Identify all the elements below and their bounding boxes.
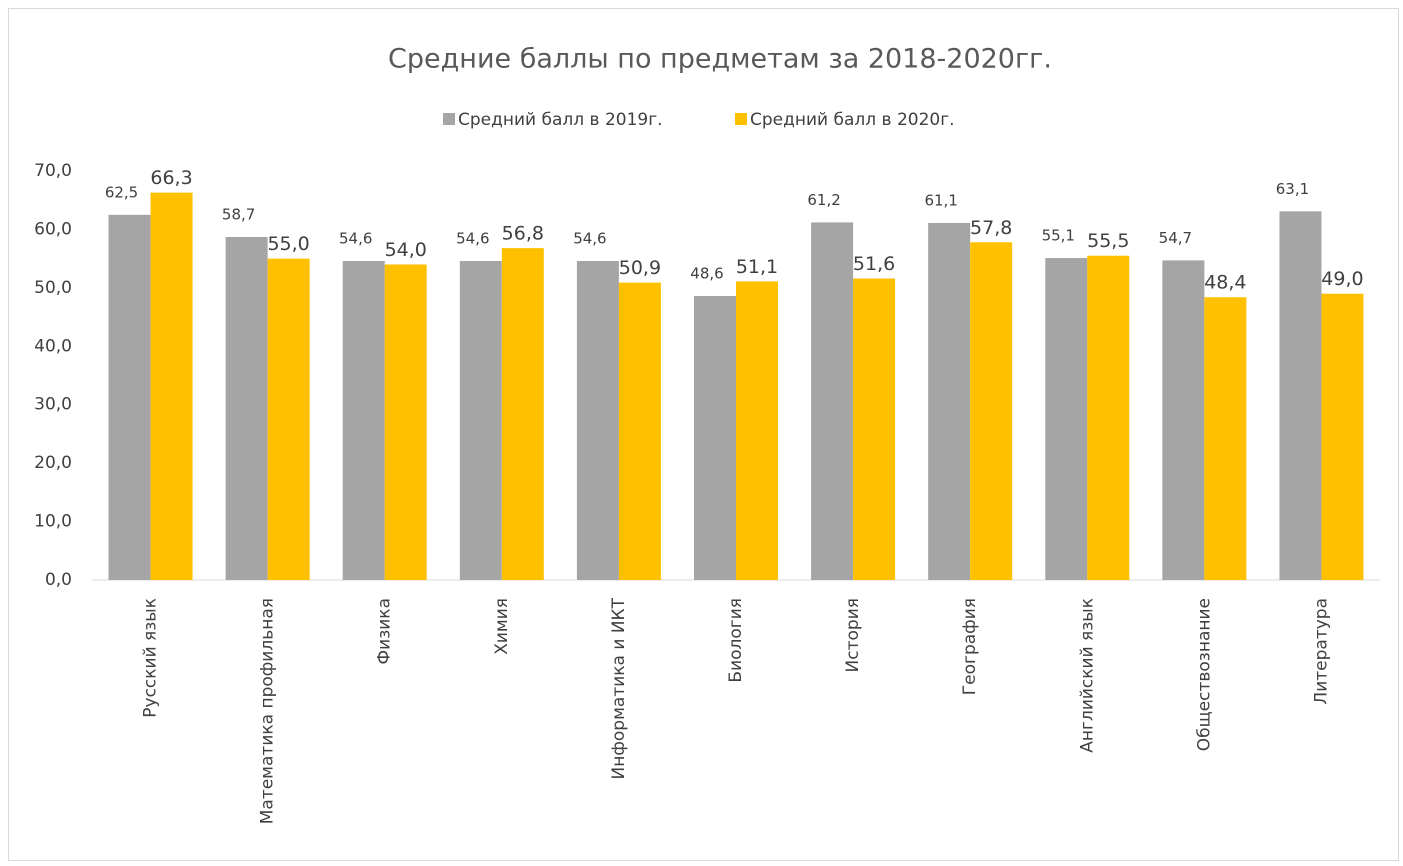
x-tick-label: Информатика и ИКТ: [609, 597, 629, 779]
y-tick-label: 0,0: [45, 570, 72, 590]
y-tick-label: 60,0: [34, 219, 72, 239]
x-tick-label: Биология: [726, 598, 746, 683]
data-label: 48,4: [1204, 272, 1246, 294]
bar: [970, 242, 1013, 581]
data-label: 49,0: [1321, 268, 1363, 290]
bar: [1279, 211, 1322, 580]
y-tick-label: 70,0: [34, 161, 72, 181]
bar: [1204, 297, 1247, 580]
data-label: 51,1: [736, 256, 778, 278]
bar: [694, 296, 736, 580]
y-tick-label: 30,0: [34, 395, 72, 415]
bar: [501, 248, 544, 580]
data-label: 55,0: [267, 233, 309, 255]
data-label: 54,7: [1159, 229, 1192, 247]
x-tick-label: Обществознание: [1194, 598, 1214, 751]
y-tick-label: 10,0: [34, 512, 72, 532]
data-label: 48,6: [690, 265, 723, 283]
x-tick-label: Химия: [492, 598, 512, 655]
bar: [384, 264, 427, 580]
chart-title: Средние баллы по предметам за 2018-2020г…: [388, 44, 1052, 75]
bar: [853, 278, 896, 580]
data-label: 55,5: [1087, 230, 1129, 252]
bar: [576, 260, 619, 580]
data-label: 58,7: [222, 206, 255, 224]
data-label: 51,6: [853, 253, 895, 275]
data-label: 54,0: [385, 239, 427, 261]
y-tick-label: 40,0: [34, 336, 72, 356]
bar: [811, 222, 854, 580]
x-tick-label: География: [960, 598, 980, 695]
data-label: 54,6: [339, 229, 372, 247]
bar: [928, 223, 971, 580]
data-label: 61,2: [807, 191, 840, 209]
data-label: 62,5: [105, 183, 138, 201]
bar: [108, 214, 151, 581]
data-label: 61,1: [924, 192, 957, 210]
x-tick-label: Английский язык: [1077, 598, 1097, 753]
legend-swatch: [443, 113, 455, 125]
bar: [1321, 293, 1364, 580]
bar: [459, 260, 502, 580]
legend-label: Средний балл в 2019г.: [458, 110, 663, 130]
bar: [1162, 260, 1205, 580]
x-tick-label: История: [843, 598, 863, 672]
x-tick-label: Физика: [375, 598, 395, 664]
bar: [1045, 258, 1088, 580]
y-tick-label: 50,0: [34, 278, 72, 298]
bar: [618, 282, 661, 580]
legend-swatch: [735, 113, 747, 125]
data-label: 63,1: [1276, 180, 1309, 198]
legend-label: Средний балл в 2020г.: [750, 110, 955, 130]
y-tick-label: 20,0: [34, 453, 72, 473]
bar: [267, 258, 310, 580]
x-tick-label: Математика профильная: [258, 598, 278, 824]
data-label: 50,9: [619, 257, 661, 279]
bar: [736, 281, 778, 580]
data-label: 57,8: [970, 217, 1012, 239]
data-label: 56,8: [502, 223, 544, 245]
x-tick-label: Русский язык: [141, 598, 161, 718]
bar: [1087, 255, 1130, 580]
x-tick-label: Литература: [1311, 598, 1331, 705]
data-label: 66,3: [150, 167, 192, 189]
data-label: 55,1: [1042, 227, 1075, 245]
data-label: 54,6: [456, 229, 489, 247]
data-label: 54,6: [573, 229, 606, 247]
bar: [225, 237, 268, 580]
bar: [342, 260, 385, 580]
bar: [150, 192, 193, 580]
